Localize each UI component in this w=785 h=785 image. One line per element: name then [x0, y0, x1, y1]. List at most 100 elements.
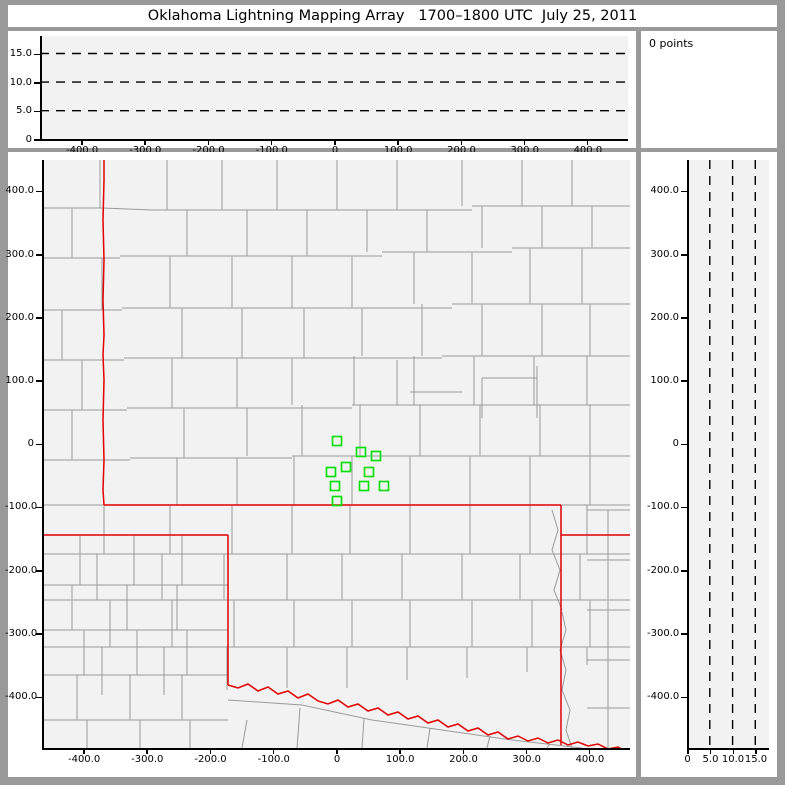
map-ytick-m400 — [36, 696, 43, 699]
map-xtick-label-m400: -400.0 — [67, 754, 101, 765]
altitude-vs-x-plot-area[interactable] — [40, 36, 628, 139]
station-marker — [331, 495, 343, 507]
top-ytick-10 — [34, 82, 41, 84]
top-xtick-label-m300: -300.0 — [129, 145, 162, 156]
side-x-axis — [687, 748, 769, 750]
top-xtick-label-300: 300.0 — [510, 145, 539, 156]
side-ytick-label-200: 200.0 — [650, 311, 679, 323]
station-marker — [340, 461, 352, 473]
side-ytick-label-m400: -400.0 — [647, 691, 680, 702]
altitude-vs-y-panel: 400.0 300.0 200.0 100.0 0 -100.0 -200.0 … — [641, 152, 777, 777]
station-marker — [329, 480, 341, 492]
lma-station-markers — [325, 435, 390, 507]
page-title: Oklahoma Lightning Mapping Array 1700–18… — [147, 8, 638, 24]
top-ytick-label-5: 5.0 — [16, 105, 32, 117]
map-ytick-label-m400: -400.0 — [5, 691, 38, 702]
top-xtick-400 — [586, 139, 589, 145]
side-xtick-label-0: 0 — [684, 754, 691, 765]
side-ytick-label-m300: -300.0 — [647, 627, 680, 639]
side-xtick-15 — [755, 748, 757, 754]
top-xtick-label-0: 0 — [331, 145, 339, 156]
side-ytick-label-0: 0 — [672, 438, 679, 450]
map-xtick-m300 — [146, 748, 148, 754]
station-marker — [370, 450, 382, 462]
altitude-vs-x-panel: 15.0 10.0 5.0 0 -400.0 -300.0 -200.0 -10… — [8, 31, 636, 156]
map-ytick-300 — [36, 254, 43, 256]
map-ytick-100 — [36, 380, 43, 382]
map-ytick-label-0: 0 — [27, 438, 34, 450]
map-ytick-label-m200: -200.0 — [5, 564, 38, 576]
map-ytick-label-200: 200.0 — [5, 311, 34, 323]
top-xtick-label-400: 400.0 — [573, 145, 603, 156]
title-bar: Oklahoma Lightning Mapping Array 1700–18… — [8, 5, 777, 27]
map-canvas — [42, 160, 630, 748]
points-count-label: 0 points — [649, 37, 694, 50]
top-ytick-15 — [34, 53, 41, 56]
side-ytick-300 — [681, 254, 688, 256]
map-ytick-label-m300: -300.0 — [5, 627, 38, 639]
top-xtick-300 — [523, 139, 526, 145]
plan-view-map-plot-area[interactable] — [42, 160, 630, 748]
top-xtick-label-200: 200.0 — [447, 145, 476, 156]
side-ytick-m100 — [681, 506, 688, 509]
side-ytick-label-100: 100.0 — [650, 374, 679, 386]
top-ytick-label-15: 15.0 — [9, 48, 32, 59]
side-ytick-m400 — [681, 696, 688, 699]
top-xtick-label-100: 100.0 — [383, 145, 413, 156]
station-marker — [331, 435, 343, 447]
map-ytick-200 — [36, 317, 43, 319]
top-y-axis — [40, 36, 42, 139]
top-ytick-label-0: 0 — [25, 133, 32, 145]
map-ytick-m300 — [36, 633, 43, 635]
side-ytick-m300 — [681, 633, 688, 635]
top-ytick-5 — [34, 110, 41, 113]
side-xtick-0 — [687, 748, 689, 754]
map-xtick-200 — [462, 748, 465, 754]
map-ytick-label-m100: -100.0 — [5, 501, 38, 513]
top-xtick-m400 — [81, 139, 83, 145]
plan-view-map-panel: 400.0 300.0 200.0 100.0 0 -100.0 -200.0 … — [5, 152, 636, 777]
side-y-axis — [687, 160, 689, 748]
side-ytick-400 — [681, 190, 688, 193]
map-xtick-label-200: 200.0 — [449, 754, 478, 765]
map-ytick-400 — [36, 190, 43, 193]
points-count-panel: 0 points — [641, 31, 777, 148]
map-xtick-label-m200: -200.0 — [194, 754, 227, 765]
side-ytick-label-400: 400.0 — [650, 185, 679, 197]
map-ytick-0 — [36, 443, 43, 446]
map-xtick-label-100: 100.0 — [385, 754, 415, 765]
top-ytick-0 — [34, 139, 41, 141]
top-xtick-m300 — [144, 139, 146, 145]
state-boundaries — [42, 160, 630, 748]
side-ytick-label-m100: -100.0 — [647, 501, 680, 513]
side-xtick-5 — [709, 748, 712, 754]
map-xtick-label-400: 400.0 — [575, 754, 605, 765]
side-ytick-200 — [681, 317, 688, 319]
top-xtick-label-m100: -100.0 — [255, 145, 288, 156]
map-y-axis — [42, 160, 44, 748]
map-xtick-m400 — [83, 748, 85, 754]
top-xtick-label-m400: -400.0 — [65, 145, 99, 156]
altitude-vs-y-plot-area[interactable] — [687, 160, 769, 748]
side-xtick-10 — [732, 748, 735, 754]
side-ytick-100 — [681, 380, 688, 382]
map-ytick-m100 — [36, 506, 43, 509]
altitude-vs-x-canvas — [40, 52, 628, 112]
station-marker — [363, 466, 375, 478]
side-ytick-0 — [681, 443, 688, 446]
map-xtick-label-300: 300.0 — [512, 754, 541, 765]
map-ytick-label-400: 400.0 — [5, 185, 34, 197]
map-ytick-m200 — [36, 570, 43, 572]
map-xtick-m200 — [209, 748, 212, 754]
station-marker — [358, 480, 370, 492]
top-xtick-200 — [460, 139, 463, 145]
map-xtick-400 — [588, 748, 591, 754]
map-xtick-label-0: 0 — [333, 754, 341, 765]
top-xtick-m100 — [270, 139, 273, 145]
map-ytick-label-100: 100.0 — [5, 374, 34, 386]
side-xtick-label-10: 10.0 — [721, 754, 745, 765]
map-xtick-label-m300: -300.0 — [131, 754, 164, 765]
top-ytick-label-10: 10.0 — [9, 76, 32, 88]
map-xtick-m100 — [272, 748, 275, 754]
